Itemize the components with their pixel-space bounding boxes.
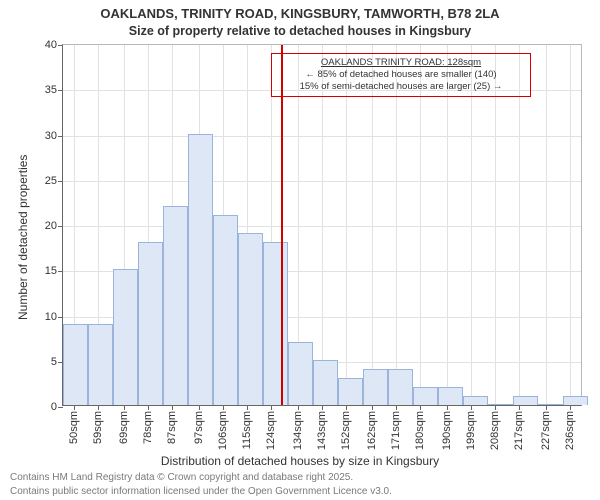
y-tick-mark — [58, 317, 63, 318]
x-tick-mark — [519, 405, 520, 410]
marker-annotation-box: OAKLANDS TRINITY ROAD: 128sqm ← 85% of d… — [271, 53, 531, 97]
x-tick-label: 152sqm — [340, 411, 352, 450]
x-tick-mark — [570, 405, 571, 410]
histogram-bar — [488, 404, 513, 405]
chart-title-line2: Size of property relative to detached ho… — [0, 24, 600, 38]
histogram-bar — [438, 387, 463, 405]
histogram-bar — [513, 396, 538, 405]
x-tick-mark — [372, 405, 373, 410]
y-tick-mark — [58, 271, 63, 272]
x-tick-mark — [247, 405, 248, 410]
histogram-bar — [463, 396, 488, 405]
x-tick-label: 69sqm — [118, 411, 130, 444]
x-tick-label: 180sqm — [414, 411, 426, 450]
histogram-bar — [213, 215, 238, 405]
y-tick-mark — [58, 407, 63, 408]
gridline-vertical — [570, 45, 571, 405]
gridline-vertical — [372, 45, 373, 405]
x-tick-label: 87sqm — [166, 411, 178, 444]
gridline-vertical — [322, 45, 323, 405]
x-tick-label: 134sqm — [292, 411, 304, 450]
x-tick-mark — [346, 405, 347, 410]
histogram-bar — [238, 233, 263, 405]
x-tick-mark — [98, 405, 99, 410]
x-tick-mark — [396, 405, 397, 410]
x-tick-mark — [322, 405, 323, 410]
x-tick-label: 115sqm — [241, 411, 253, 449]
x-tick-mark — [420, 405, 421, 410]
x-tick-mark — [546, 405, 547, 410]
x-tick-label: 217sqm — [513, 411, 525, 450]
annotation-title: OAKLANDS TRINITY ROAD: 128sqm — [321, 57, 481, 68]
gridline-vertical — [346, 45, 347, 405]
gridline-vertical — [519, 45, 520, 405]
x-tick-label: 106sqm — [217, 411, 229, 450]
y-tick-mark — [58, 226, 63, 227]
x-tick-label: 171sqm — [390, 411, 402, 450]
plot-area: 051015202530354050sqm59sqm69sqm78sqm87sq… — [62, 44, 582, 406]
x-tick-label: 236sqm — [564, 411, 576, 450]
y-tick-mark — [58, 181, 63, 182]
x-tick-label: 59sqm — [92, 411, 104, 444]
gridline-vertical — [420, 45, 421, 405]
histogram-bar — [563, 396, 588, 405]
x-tick-label: 78sqm — [142, 411, 154, 444]
histogram-bar — [188, 134, 213, 406]
y-axis-label: Number of detached properties — [16, 155, 30, 320]
x-tick-mark — [74, 405, 75, 410]
y-tick-mark — [58, 136, 63, 137]
gridline-vertical — [447, 45, 448, 405]
chart-container: OAKLANDS, TRINITY ROAD, KINGSBURY, TAMWO… — [0, 0, 600, 500]
x-tick-mark — [271, 405, 272, 410]
x-tick-label: 190sqm — [441, 411, 453, 450]
histogram-bar — [313, 360, 338, 405]
gridline-vertical — [471, 45, 472, 405]
x-tick-mark — [199, 405, 200, 410]
histogram-bar — [363, 369, 388, 405]
marker-line — [281, 45, 283, 405]
x-axis-label: Distribution of detached houses by size … — [0, 454, 600, 468]
x-tick-mark — [148, 405, 149, 410]
x-tick-mark — [495, 405, 496, 410]
x-tick-label: 162sqm — [366, 411, 378, 450]
histogram-bar — [538, 404, 563, 405]
gridline-vertical — [546, 45, 547, 405]
x-tick-mark — [471, 405, 472, 410]
x-tick-label: 227sqm — [540, 411, 552, 450]
gridline-vertical — [396, 45, 397, 405]
y-tick-mark — [58, 45, 63, 46]
x-tick-label: 143sqm — [316, 411, 328, 450]
x-tick-label: 50sqm — [68, 411, 80, 444]
x-tick-label: 208sqm — [489, 411, 501, 450]
histogram-bar — [263, 242, 288, 405]
histogram-bar — [113, 269, 138, 405]
annotation-line2: ← 85% of detached houses are smaller (14… — [305, 69, 496, 80]
footer-line1: Contains HM Land Registry data © Crown c… — [0, 472, 600, 483]
histogram-bar — [163, 206, 188, 405]
footer-line2: Contains public sector information licen… — [0, 486, 600, 497]
histogram-bar — [413, 387, 438, 405]
histogram-bar — [288, 342, 313, 405]
x-tick-mark — [298, 405, 299, 410]
histogram-bar — [388, 369, 413, 405]
x-tick-mark — [447, 405, 448, 410]
histogram-bar — [88, 324, 113, 405]
chart-title-line1: OAKLANDS, TRINITY ROAD, KINGSBURY, TAMWO… — [0, 6, 600, 21]
x-tick-mark — [223, 405, 224, 410]
y-tick-mark — [58, 90, 63, 91]
histogram-bar — [138, 242, 163, 405]
x-tick-label: 199sqm — [465, 411, 477, 450]
x-tick-mark — [172, 405, 173, 410]
gridline-vertical — [495, 45, 496, 405]
x-tick-mark — [124, 405, 125, 410]
annotation-line3: 15% of semi-detached houses are larger (… — [300, 81, 503, 92]
x-tick-label: 124sqm — [265, 411, 277, 450]
x-tick-label: 97sqm — [193, 411, 205, 444]
histogram-bar — [338, 378, 363, 405]
histogram-bar — [63, 324, 88, 405]
